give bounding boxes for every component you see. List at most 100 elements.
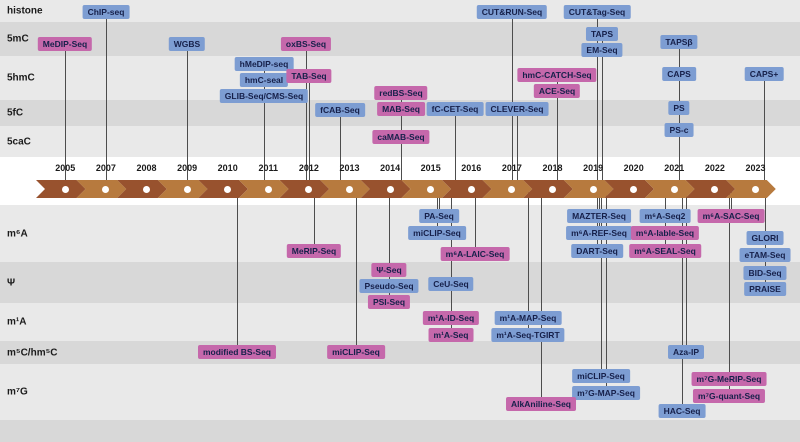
method-CLEVER-Seq: CLEVER-Seq: [485, 102, 549, 116]
timeline-arrow-2023: [726, 180, 776, 198]
year-dot-2005: [61, 185, 69, 193]
year-label-2009: 2009: [177, 163, 198, 173]
method-m¹A-Seq: m¹A-Seq: [428, 328, 474, 342]
row-label-histone: histone: [7, 5, 43, 17]
method-CUT&RUN-Seq: CUT&RUN-Seq: [476, 5, 548, 19]
timeline-arrow-2010: [198, 180, 248, 198]
year-dot-2011: [264, 185, 272, 193]
method-modified BS-Seq: modified BS-Seq: [197, 345, 277, 359]
year-dot-2013: [346, 185, 353, 193]
year-label-2010: 2010: [217, 163, 238, 173]
row-label-m⁶A: m⁶A: [7, 228, 28, 239]
method-TAB-Seq: TAB-Seq: [286, 69, 332, 83]
year-dot-2015: [427, 185, 435, 193]
connector-line: [339, 111, 341, 190]
method-m¹A-MAP-Seq: m¹A-MAP-Seq: [494, 311, 562, 325]
timeline-arrow-2019: [564, 180, 614, 198]
method-DART-Seq: DART-Seq: [571, 244, 623, 258]
method-redBS-Seq: redBS-Seq: [374, 86, 428, 100]
method-m⁶A-LAIC-Seq: m⁶A-LAIC-Seq: [440, 247, 510, 261]
timeline-arrow-2012: [280, 180, 330, 198]
connector-line: [730, 190, 732, 217]
timeline-arrow-2011: [239, 180, 289, 198]
method-m⁶A-REF-Seq: m⁶A-REF-Seq: [566, 226, 632, 240]
connector-line: [450, 190, 452, 336]
method-Pseudo-Seq: Pseudo-Seq: [359, 279, 419, 293]
year-label-2014: 2014: [380, 163, 401, 173]
year-label-2005: 2005: [55, 163, 76, 173]
method-m⁶A-SEAL-Seq: m⁶A-SEAL-Seq: [629, 244, 701, 258]
timeline-arrow-2020: [604, 180, 654, 198]
method-m⁶A-lable-Seq: m⁶A-lable-Seq: [630, 226, 700, 240]
row-label-Ψ: Ψ: [7, 277, 16, 288]
year-label-2015: 2015: [420, 163, 441, 173]
method-GLORI: GLORI: [746, 231, 784, 245]
connector-line: [678, 131, 680, 190]
row-label-m¹A: m¹A: [7, 316, 27, 328]
connector-line: [763, 75, 765, 190]
method-eTAM-Seq: eTAM-Seq: [739, 248, 791, 262]
connector-line: [685, 190, 687, 353]
year-label-2016: 2016: [461, 163, 482, 173]
method-PS-c: PS-c: [664, 123, 694, 137]
year-label-2017: 2017: [501, 163, 522, 173]
timeline-arrow-2016: [442, 180, 492, 198]
year-dot-2018: [549, 185, 556, 193]
connector-line: [596, 13, 598, 190]
method-BID-Seq: BID-Seq: [743, 266, 787, 280]
connector-line: [527, 190, 529, 336]
method-m⁶A-Seq2: m⁶A-Seq2: [639, 209, 691, 223]
row-label-5mC: 5mC: [7, 33, 29, 45]
row-band-m¹A: [0, 303, 800, 341]
connector-line: [263, 97, 265, 190]
method-ACE-Seq: ACE-Seq: [533, 84, 581, 98]
method-WGBS: WGBS: [168, 37, 206, 51]
year-label-2013: 2013: [339, 163, 360, 173]
connector-line: [388, 190, 390, 303]
connector-line: [681, 190, 683, 412]
method-HAC-Seq: HAC-Seq: [658, 404, 706, 418]
method-fC-CET-Seq: fC-CET-Seq: [426, 102, 484, 116]
method-oxBS-Seq: oxBS-Seq: [280, 37, 332, 51]
timeline-arrow-2014: [361, 180, 411, 198]
year-label-2008: 2008: [136, 163, 157, 173]
year-dot-2019: [589, 185, 597, 193]
method-GLIB-Seq/CMS-Seq: GLIB-Seq/CMS-Seq: [219, 89, 309, 103]
method-CUT&Tag-Seq: CUT&Tag-Seq: [563, 5, 631, 19]
timeline-arrow-2021: [645, 180, 695, 198]
timeline-arrow-2018: [523, 180, 573, 198]
connector-line: [600, 190, 602, 377]
method-MeDIP-Seq: MeDIP-Seq: [37, 37, 93, 51]
method-miCLIP-Seq: miCLIP-Seq: [572, 369, 630, 383]
connector-line: [601, 51, 603, 190]
method-m¹A-ID-Seq: m¹A-ID-Seq: [422, 311, 480, 325]
connector-line: [516, 110, 518, 190]
timeline-arrow-2015: [401, 180, 451, 198]
connector-line: [438, 190, 440, 217]
method-m¹A-Seq-TGIRT: m¹A-Seq-TGIRT: [491, 328, 565, 342]
method-PSI-Seq: PSI-Seq: [367, 295, 411, 309]
connector-line: [64, 45, 66, 190]
connector-line: [511, 13, 513, 190]
method-AlkAniline-Seq: AlkAniline-Seq: [506, 397, 576, 411]
method-m⁷G-MAP-Seq: m⁷G-MAP-Seq: [572, 386, 640, 400]
timeline-arrow-2007: [77, 180, 127, 198]
year-dot-2023: [752, 185, 759, 193]
method-CAPS+: CAPS+: [744, 67, 784, 81]
method-m⁷G-quant-Seq: m⁷G-quant-Seq: [692, 389, 766, 403]
connector-line: [105, 13, 107, 190]
method-CeU-Seq: CeU-Seq: [428, 277, 474, 291]
method-fCAB-Seq: fCAB-Seq: [315, 103, 365, 117]
year-label-2012: 2012: [298, 163, 319, 173]
method-caMAB-Seq: caMAB-Seq: [372, 130, 430, 144]
year-dot-2014: [386, 185, 394, 193]
method-PRAISE: PRAISE: [744, 282, 786, 296]
year-dot-2022: [711, 185, 719, 193]
connector-line: [313, 190, 315, 252]
method-PA-Seq: PA-Seq: [419, 209, 459, 223]
year-dot-2020: [630, 185, 638, 193]
connector-line: [474, 190, 476, 255]
